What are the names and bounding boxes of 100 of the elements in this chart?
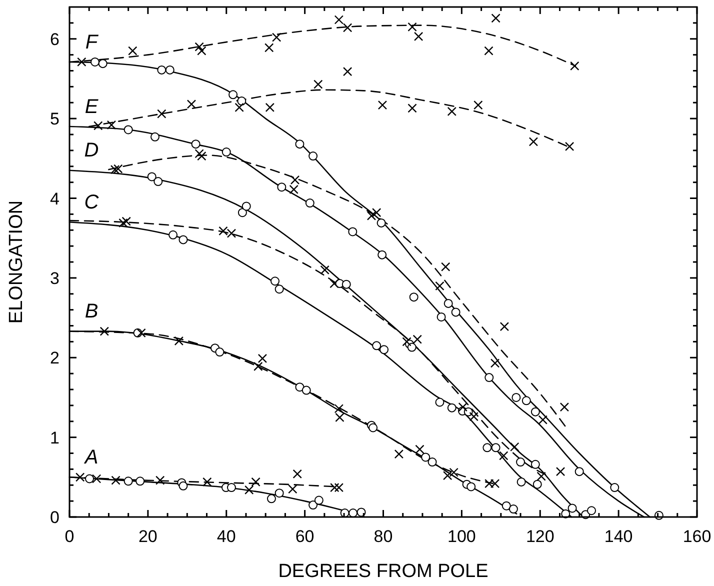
point: [428, 458, 437, 467]
point: [100, 326, 110, 336]
series-label: C: [84, 191, 100, 214]
x-axis-title: DEGREES FROM POLE: [278, 561, 488, 582]
point: [442, 470, 452, 480]
point: [111, 476, 120, 485]
point: [106, 120, 116, 130]
point: [194, 149, 204, 158]
point: [538, 415, 548, 424]
point: [295, 382, 304, 392]
point: [292, 469, 302, 479]
point: [530, 407, 540, 416]
point: [394, 449, 404, 459]
series-label: A: [84, 446, 98, 468]
point: [302, 386, 311, 395]
point: [435, 281, 444, 291]
point: [122, 216, 131, 226]
point: [512, 392, 521, 402]
point: [215, 348, 224, 357]
x-tick-label: 100: [448, 527, 476, 546]
point: [110, 164, 120, 174]
point: [308, 152, 318, 161]
point: [408, 104, 417, 113]
point: [150, 132, 160, 142]
point: [356, 508, 366, 517]
point: [568, 504, 577, 513]
point: [288, 484, 298, 494]
point: [482, 443, 492, 452]
y-tick-label: 4: [50, 189, 60, 208]
point: [178, 481, 188, 490]
point: [238, 208, 247, 218]
point: [502, 501, 511, 510]
point: [380, 345, 389, 354]
point: [202, 477, 212, 487]
point: [295, 140, 304, 149]
point: [155, 476, 165, 485]
point: [305, 198, 314, 208]
point: [289, 184, 298, 194]
point: [378, 250, 387, 260]
point: [435, 398, 444, 407]
point: [469, 412, 478, 422]
point: [114, 164, 123, 174]
point: [574, 467, 584, 476]
point: [277, 182, 286, 192]
point: [186, 100, 196, 109]
point: [265, 102, 275, 112]
point: [532, 480, 542, 489]
point: [136, 328, 146, 338]
point: [474, 100, 483, 110]
point: [77, 57, 86, 67]
point: [244, 485, 254, 495]
series-label: E: [84, 96, 99, 118]
x-tick-label: 140: [604, 527, 633, 546]
point: [484, 373, 494, 382]
point: [266, 494, 276, 504]
x-tick-label: 60: [295, 527, 314, 546]
point: [415, 444, 424, 454]
point: [490, 358, 500, 368]
point: [237, 96, 246, 106]
point: [290, 175, 300, 185]
point: [564, 142, 574, 152]
point: [376, 218, 386, 228]
point: [226, 483, 236, 492]
point: [228, 90, 238, 100]
point: [314, 80, 323, 89]
y-axis-title: ELONGATION: [6, 200, 27, 324]
point: [436, 312, 446, 322]
point: [378, 100, 388, 110]
point: [516, 477, 526, 486]
point: [407, 342, 416, 352]
point: [414, 32, 424, 42]
point: [372, 341, 382, 350]
point: [342, 280, 351, 289]
point: [560, 402, 570, 412]
point: [499, 451, 508, 460]
point: [491, 14, 500, 23]
y-tick-label: 3: [50, 268, 60, 288]
point: [536, 472, 546, 481]
y-tick-label: 1: [50, 428, 60, 448]
x-tick-label: 20: [138, 527, 158, 546]
y-tick-label: 2: [50, 348, 60, 368]
point: [409, 292, 418, 302]
legend-label: F: [85, 31, 100, 54]
point: [441, 262, 450, 272]
point: [320, 265, 330, 275]
point: [510, 442, 520, 452]
point: [451, 308, 460, 317]
point: [516, 458, 526, 467]
point: [508, 504, 518, 514]
point: [308, 500, 318, 510]
point: [174, 336, 184, 346]
point: [447, 403, 456, 412]
point: [85, 474, 94, 484]
point: [168, 230, 178, 240]
point: [444, 298, 453, 308]
y-tick-label: 0: [50, 508, 60, 527]
point: [587, 506, 596, 516]
point: [118, 218, 128, 228]
point: [447, 106, 456, 116]
point: [522, 396, 531, 406]
